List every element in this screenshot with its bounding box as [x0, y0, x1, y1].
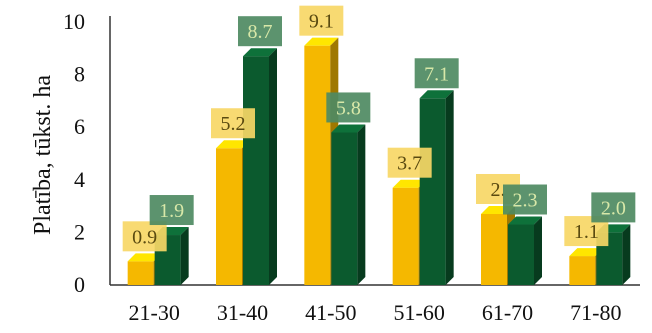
data-label-text: 2.3 — [513, 190, 538, 212]
bar-top — [392, 179, 427, 188]
data-label-text: 5.2 — [221, 113, 246, 135]
data-label-text: 2. — [491, 179, 506, 201]
data-label-box — [503, 184, 547, 215]
y-tick-label: 10 — [63, 9, 85, 34]
y-tick-label: 0 — [74, 272, 85, 297]
data-label: 2.3 — [503, 184, 547, 215]
data-label-text: 9.1 — [309, 11, 334, 33]
bar-front — [243, 56, 269, 285]
x-axis: 21-30 31-40 41-50 51-60 61-70 71-80 — [110, 284, 640, 325]
y-tick-label: 8 — [74, 62, 85, 87]
data-label-box — [299, 5, 344, 36]
bar — [419, 90, 454, 286]
bar — [596, 224, 631, 285]
x-tick-label: 41-50 — [305, 300, 356, 325]
bar-front — [508, 224, 534, 285]
data-label-box — [122, 221, 167, 252]
data-labels-group: 0.91.9 5.2 8.7 9.1 5.8 3.7 7.1 2. 2.3 1.12.0 — [122, 5, 636, 252]
data-label-box — [326, 92, 371, 123]
data-label-box — [211, 108, 255, 139]
x-tick-label: 31-40 — [217, 300, 268, 325]
data-label: 9.1 — [299, 5, 344, 36]
y-tick-label: 4 — [74, 167, 85, 192]
bar-top — [331, 124, 366, 133]
data-label-text: 0.9 — [132, 226, 157, 248]
data-label-text: 1.9 — [159, 200, 184, 222]
data-label-box — [591, 192, 636, 223]
y-axis-title: Platība, tūkst. ha — [30, 75, 56, 235]
bar-front — [127, 261, 154, 285]
bar-top — [127, 253, 162, 262]
data-label-box — [387, 147, 432, 178]
data-label-box — [414, 58, 459, 89]
data-label: 5.8 — [326, 92, 371, 123]
bar-front — [481, 213, 507, 285]
x-tick-label: 71-80 — [570, 300, 621, 325]
data-label-text: 3.7 — [397, 153, 422, 175]
data-label-box — [149, 195, 194, 226]
bar — [508, 216, 542, 285]
x-tick-label: 51-60 — [394, 300, 445, 325]
y-axis: 0 2 4 6 8 10 — [63, 9, 111, 297]
bar-top — [419, 90, 454, 99]
bar-front — [304, 45, 331, 285]
bar-top — [304, 37, 339, 46]
bar-front — [419, 98, 446, 286]
data-label-text: 7.1 — [424, 63, 449, 85]
data-label: 3.7 — [387, 147, 432, 178]
bar-side — [534, 216, 542, 285]
bar-top — [508, 216, 542, 225]
bar — [243, 48, 277, 285]
bar-top — [216, 140, 250, 149]
data-label: 2.0 — [591, 192, 636, 223]
bar-top — [243, 48, 277, 57]
bar-side — [357, 124, 366, 286]
x-tick-label: 21-30 — [129, 300, 180, 325]
bar — [331, 124, 366, 286]
data-label-box — [238, 16, 282, 47]
data-label: 7.1 — [414, 58, 459, 89]
data-label-text: 8.7 — [248, 21, 273, 43]
bar-front — [569, 256, 596, 285]
bar-front — [216, 148, 242, 285]
bar-side — [269, 48, 277, 285]
data-label: 5.2 — [211, 108, 255, 139]
data-label-text: 5.8 — [336, 97, 361, 119]
data-label-text: 2.0 — [601, 197, 626, 219]
data-label: 1.9 — [149, 195, 194, 226]
x-tick-label: 61-70 — [482, 300, 533, 325]
y-tick-label: 6 — [74, 114, 85, 139]
bar-side — [445, 90, 454, 286]
data-label-text: 1.1 — [574, 221, 599, 243]
bar-front — [392, 187, 419, 285]
bar-top — [569, 248, 604, 257]
bar-side — [622, 224, 631, 285]
data-label: 8.7 — [238, 16, 282, 47]
y-tick-label: 2 — [74, 219, 85, 244]
bar-side — [180, 227, 189, 285]
data-label: 0.9 — [122, 221, 167, 252]
bars-group — [127, 37, 631, 286]
bar-front — [331, 132, 358, 285]
